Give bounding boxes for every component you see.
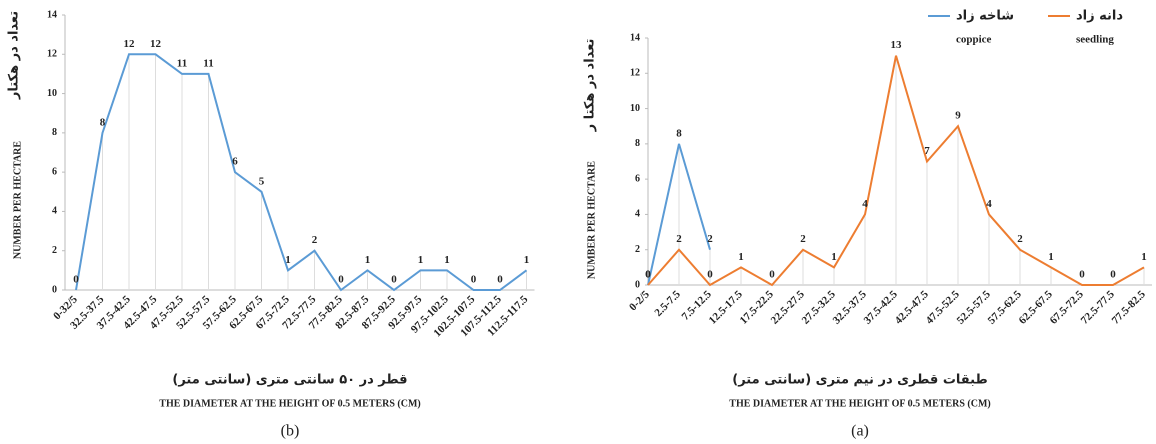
data-label: 1 (285, 254, 291, 266)
data-label: 12 (124, 38, 136, 50)
data-label: 13 (891, 39, 903, 51)
data-label: 0 (73, 274, 79, 286)
data-label: 0 (338, 274, 344, 286)
data-label: 12 (150, 38, 162, 50)
y-tick-label: 8 (635, 138, 640, 149)
series-line (75, 53, 528, 292)
data-label: 9 (955, 110, 961, 122)
x-axis-label: THE DIAMETER AT THE HEIGHT OF 0.5 METERS… (159, 398, 420, 409)
data-label: 8 (676, 127, 682, 139)
legend-label-en: seedling (1076, 34, 1114, 46)
data-label: 4 (862, 198, 868, 210)
y-tick-label: 2 (52, 245, 57, 256)
data-label: 0 (497, 274, 503, 286)
data-label: 11 (177, 57, 187, 69)
y-tick-label: 8 (52, 127, 57, 138)
data-label: 1 (738, 251, 744, 263)
data-label: 2 (312, 234, 318, 246)
series-line (647, 143, 711, 286)
data-label: 7 (924, 145, 930, 157)
y-tick-label: 12 (630, 68, 640, 79)
data-label: 2 (707, 233, 713, 245)
data-label: 0 (769, 269, 775, 281)
y-tick-label: 4 (635, 209, 640, 220)
series-line (647, 55, 1145, 287)
y-tick-label: 14 (47, 9, 57, 20)
y-tick-label: 10 (630, 103, 640, 114)
y-axis-label-fa: تعداد در هکتار (7, 11, 22, 100)
data-label: 2 (800, 233, 806, 245)
x-tick-label: 77.5-82.5 (1110, 288, 1149, 327)
caption: (b) (281, 423, 300, 440)
y-tick-label: 6 (635, 173, 640, 184)
caption: (a) (851, 423, 869, 440)
data-label: 1 (365, 254, 371, 266)
data-label: 1 (524, 254, 530, 266)
x-axis-label-fa: قطر در ۵۰ سانتی متری (سانتی متر) (172, 373, 407, 388)
y-axis-label: NUMBER PER HECTARE (12, 141, 23, 259)
x-axis-label-fa: طبقات قطری در نیم متری (سانتی متر) (732, 373, 987, 388)
y-tick-label: 12 (47, 49, 57, 60)
legend-label: دانه زاد (1076, 9, 1123, 24)
y-tick-label: 0 (635, 279, 640, 290)
data-label: 0 (471, 274, 477, 286)
data-label: 8 (100, 116, 106, 128)
legend-label-en: coppice (956, 34, 992, 46)
data-label: 4 (986, 198, 992, 210)
data-label: 5 (259, 175, 265, 187)
x-axis-label: THE DIAMETER AT THE HEIGHT OF 0.5 METERS… (729, 398, 990, 409)
data-label: 1 (1141, 251, 1147, 263)
y-tick-label: 6 (52, 166, 57, 177)
data-label: 1 (418, 254, 424, 266)
data-label: 0 (1110, 269, 1116, 281)
data-label: 2 (1017, 233, 1023, 245)
y-tick-label: 4 (52, 206, 57, 217)
data-label: 0 (707, 269, 713, 281)
data-label: 0 (391, 274, 397, 286)
x-tick-label: 0-2/5 (627, 288, 652, 313)
y-tick-label: 14 (630, 32, 640, 43)
data-label: 6 (232, 156, 238, 168)
data-label: 11 (203, 57, 213, 69)
data-label: 2 (676, 233, 682, 245)
data-label: 0 (1079, 269, 1085, 281)
legend-label: شاخه زاد (956, 9, 1014, 24)
data-label: 1 (1048, 251, 1054, 263)
data-label: 0 (645, 269, 651, 281)
y-tick-label: 10 (47, 88, 57, 99)
data-label: 1 (831, 251, 837, 263)
y-axis-label: NUMBER PER HECTARE (586, 161, 597, 279)
y-tick-label: 0 (52, 284, 57, 295)
y-tick-label: 2 (635, 244, 640, 255)
data-label: 1 (444, 254, 450, 266)
y-axis-label-fa: تعداد در هکتا ر (583, 39, 598, 133)
data-label: 0 (645, 269, 651, 281)
